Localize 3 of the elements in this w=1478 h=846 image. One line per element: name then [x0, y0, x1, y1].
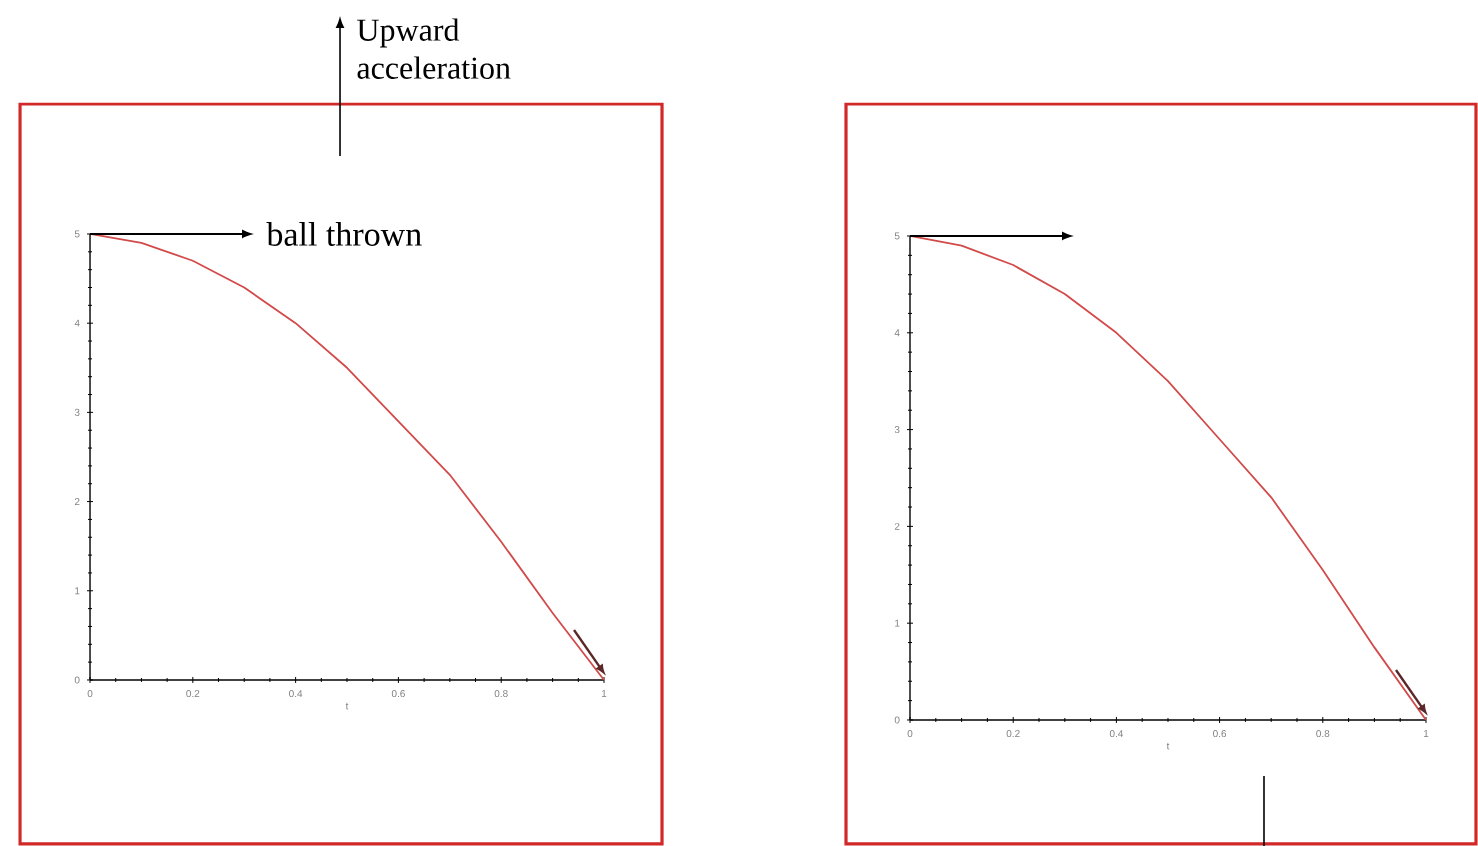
- text: Upward acceleration: [357, 18, 511, 79]
- line-series: [909, 235, 1427, 721]
- annotation: ball thrown: [266, 222, 422, 246]
